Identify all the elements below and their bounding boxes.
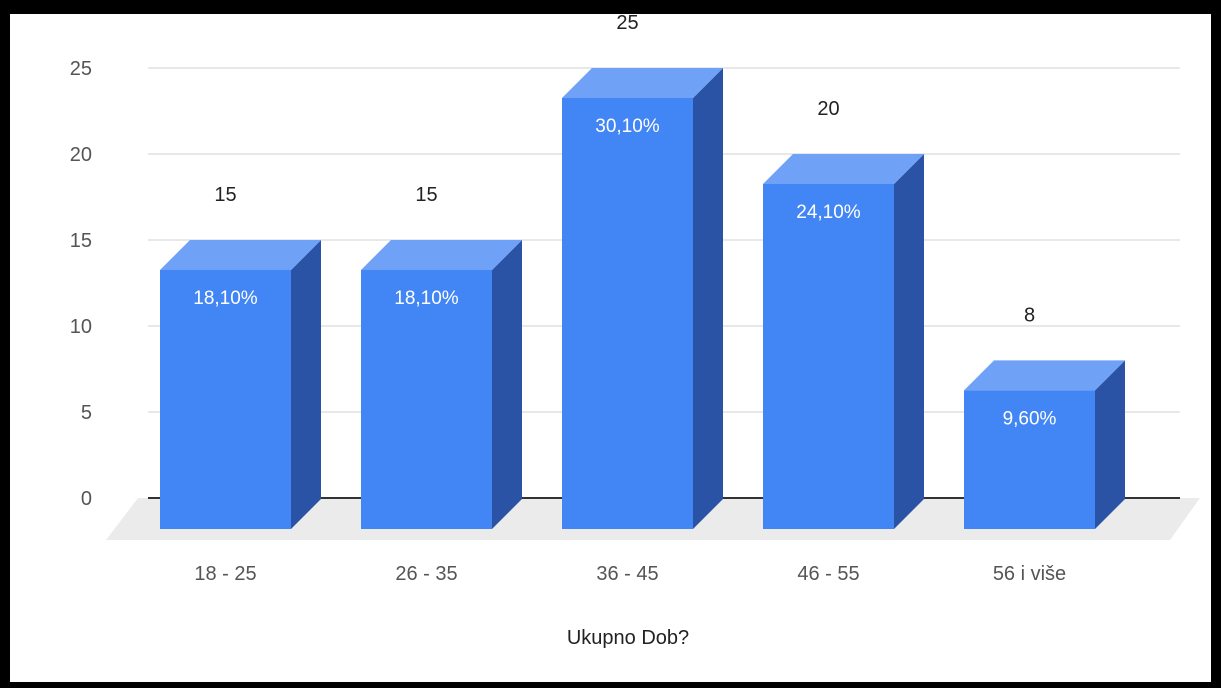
bar-percent-label: 24,10% bbox=[796, 202, 861, 223]
bar-value-label: 25 bbox=[616, 12, 638, 34]
x-category-label: 46 - 55 bbox=[797, 563, 859, 585]
bar-side-face bbox=[1095, 360, 1125, 529]
bar bbox=[964, 360, 1125, 529]
bar-front-face bbox=[361, 270, 492, 529]
y-axis-ticks: 0 5 10 15 20 25 bbox=[70, 58, 92, 510]
y-tick-label: 20 bbox=[70, 144, 92, 166]
bar-percent-label: 18,10% bbox=[394, 288, 459, 309]
bar-top-face bbox=[763, 154, 924, 184]
bar bbox=[361, 240, 522, 529]
y-tick-label: 25 bbox=[70, 58, 92, 80]
bar-front-face bbox=[562, 98, 693, 529]
bar-value-label: 20 bbox=[817, 98, 839, 120]
bar bbox=[562, 68, 723, 529]
bar-percent-label: 30,10% bbox=[595, 116, 660, 137]
bar-front-face bbox=[160, 270, 291, 529]
bar-front-face bbox=[964, 390, 1095, 529]
bar-value-label: 8 bbox=[1024, 304, 1035, 326]
x-category-label: 18 - 25 bbox=[194, 563, 256, 585]
x-category-label: 56 i više bbox=[993, 563, 1066, 585]
bar-value-label: 15 bbox=[415, 184, 437, 206]
bar-side-face bbox=[693, 68, 723, 529]
y-tick-label: 15 bbox=[70, 230, 92, 252]
x-axis-title: Ukupno Dob? bbox=[567, 627, 689, 649]
bar-top-face bbox=[160, 240, 321, 270]
bar-side-face bbox=[492, 240, 522, 529]
y-tick-label: 0 bbox=[81, 488, 92, 510]
bar-top-face bbox=[964, 360, 1125, 391]
y-tick-label: 5 bbox=[81, 402, 92, 424]
bar-value-label: 15 bbox=[214, 184, 236, 206]
bar-front-face bbox=[763, 184, 894, 529]
x-axis-categories: 18 - 25 26 - 35 36 - 45 46 - 55 56 i više bbox=[194, 563, 1066, 585]
data-labels: 18,10% 15 18,10% 15 30,10% 25 24,10% 20 9,60% 8 bbox=[193, 12, 1056, 429]
bar-top-face bbox=[562, 68, 723, 98]
y-tick-label: 10 bbox=[70, 316, 92, 338]
x-category-label: 36 - 45 bbox=[596, 563, 658, 585]
bar bbox=[763, 154, 924, 529]
bar-percent-label: 9,60% bbox=[1003, 408, 1057, 429]
bar bbox=[160, 240, 321, 529]
bar-side-face bbox=[291, 240, 321, 529]
bars bbox=[160, 68, 1125, 529]
x-category-label: 26 - 35 bbox=[395, 563, 457, 585]
bar-side-face bbox=[894, 154, 924, 529]
bar-top-face bbox=[361, 240, 522, 270]
bar-percent-label: 18,10% bbox=[193, 288, 258, 309]
